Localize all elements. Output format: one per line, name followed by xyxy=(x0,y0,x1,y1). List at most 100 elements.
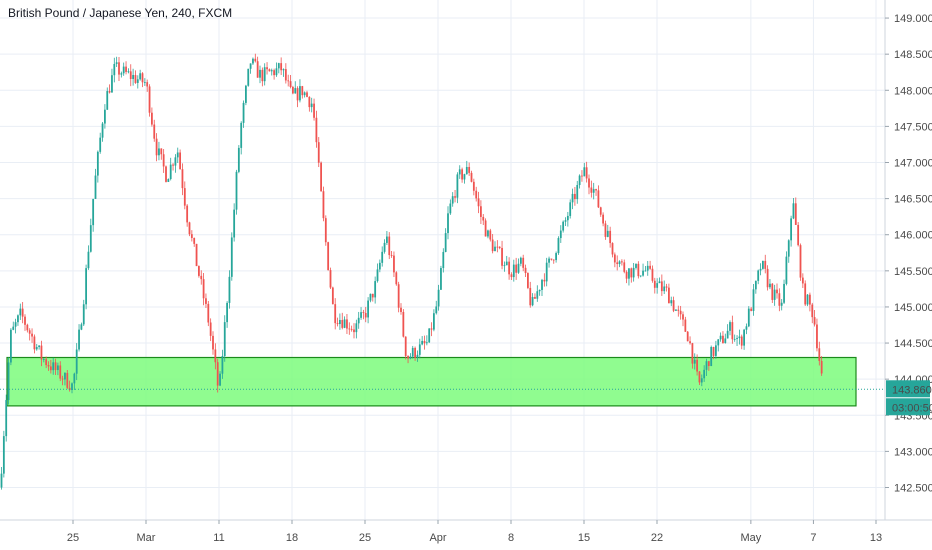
candle-body xyxy=(343,319,346,328)
y-tick-label: 145.500 xyxy=(894,266,932,278)
time-axis[interactable]: 25 Mar 11 18 25 Apr 8 15 22 May 7 13 xyxy=(67,520,882,544)
candle-body xyxy=(562,221,565,231)
candle-body xyxy=(411,347,414,357)
candle-body xyxy=(545,262,548,282)
candle-body xyxy=(632,267,635,278)
candle-body xyxy=(364,313,367,318)
candle-body xyxy=(393,255,395,273)
candle-body xyxy=(414,347,416,358)
candle-body xyxy=(141,73,144,83)
candle-body xyxy=(292,87,294,94)
candle-body xyxy=(40,345,43,360)
candle-body xyxy=(559,230,562,239)
candle-body xyxy=(421,340,424,345)
candle-body xyxy=(715,345,717,356)
candle-body xyxy=(353,329,355,333)
candle-body xyxy=(682,314,684,320)
candle-body xyxy=(736,338,738,340)
candle-body xyxy=(604,223,607,237)
x-tick-label: May xyxy=(740,532,761,544)
candle-body xyxy=(501,247,503,266)
candle-body xyxy=(616,262,619,265)
candle-body xyxy=(200,275,203,280)
candle-body xyxy=(104,109,106,124)
candle-body xyxy=(38,345,40,348)
candle-body xyxy=(487,230,489,237)
candle-body xyxy=(369,293,372,301)
candle-body xyxy=(468,166,471,173)
candle-body xyxy=(618,261,621,265)
candle-body xyxy=(374,281,377,298)
candle-body xyxy=(92,198,95,226)
candle-body xyxy=(233,209,236,238)
candle-body xyxy=(750,308,753,311)
candle-body xyxy=(31,333,33,337)
candle-body xyxy=(425,342,428,344)
candle-body xyxy=(21,308,24,317)
candle-body xyxy=(769,283,771,288)
candle-body xyxy=(534,297,536,299)
candles xyxy=(0,53,823,490)
candle-body xyxy=(548,258,550,263)
candle-body xyxy=(677,309,680,311)
candle-body xyxy=(550,258,553,260)
candle-body xyxy=(320,162,322,192)
candle-body xyxy=(402,311,405,337)
candle-body xyxy=(428,328,431,343)
candle-body xyxy=(282,69,285,71)
support-zone[interactable] xyxy=(6,356,857,407)
candle-body xyxy=(101,123,104,138)
candle-body xyxy=(649,265,651,269)
candle-body xyxy=(621,261,623,263)
candle-body xyxy=(310,103,313,108)
candle-body xyxy=(686,331,689,342)
candle-body xyxy=(195,243,198,267)
candle-body xyxy=(42,359,45,360)
candle-body xyxy=(440,268,442,290)
candle-body xyxy=(52,362,55,371)
candle-body xyxy=(447,213,449,234)
candle-body xyxy=(475,190,478,199)
candle-body xyxy=(449,203,452,214)
candle-body xyxy=(489,230,492,240)
candle-body xyxy=(515,264,518,273)
candle-body xyxy=(790,218,792,241)
candle-body xyxy=(294,88,297,94)
candle-body xyxy=(613,254,616,263)
candle-body xyxy=(470,172,473,182)
price-axis[interactable]: 142.500143.000143.500144.000144.500145.0… xyxy=(885,13,932,495)
candle-body xyxy=(327,242,330,271)
candle-body xyxy=(115,62,118,64)
candle-body xyxy=(740,336,743,346)
candle-body xyxy=(606,230,609,237)
candle-body xyxy=(111,75,113,93)
candle-body xyxy=(45,359,48,366)
candle-body xyxy=(801,277,804,284)
candle-body xyxy=(400,307,402,312)
candle-body xyxy=(663,286,666,292)
candle-body xyxy=(125,66,127,72)
candle-body xyxy=(809,294,811,305)
candle-body xyxy=(277,63,280,69)
candle-body xyxy=(24,316,26,325)
candle-body xyxy=(581,175,583,177)
candle-body xyxy=(418,344,421,355)
candle-body xyxy=(371,293,374,298)
candle-body xyxy=(181,169,184,189)
candle-body xyxy=(230,237,233,277)
candle-body xyxy=(179,152,181,170)
candle-body xyxy=(176,152,179,158)
candle-body xyxy=(247,68,250,86)
x-tick-label: 25 xyxy=(359,532,371,544)
candle-body xyxy=(388,236,391,256)
candle-body xyxy=(529,287,532,306)
candle-body xyxy=(510,274,513,278)
candle-body xyxy=(134,74,137,83)
candle-body xyxy=(672,300,675,311)
candle-body xyxy=(602,214,604,224)
candle-body xyxy=(270,70,273,72)
candle-body xyxy=(172,164,174,166)
candle-body xyxy=(498,246,501,248)
